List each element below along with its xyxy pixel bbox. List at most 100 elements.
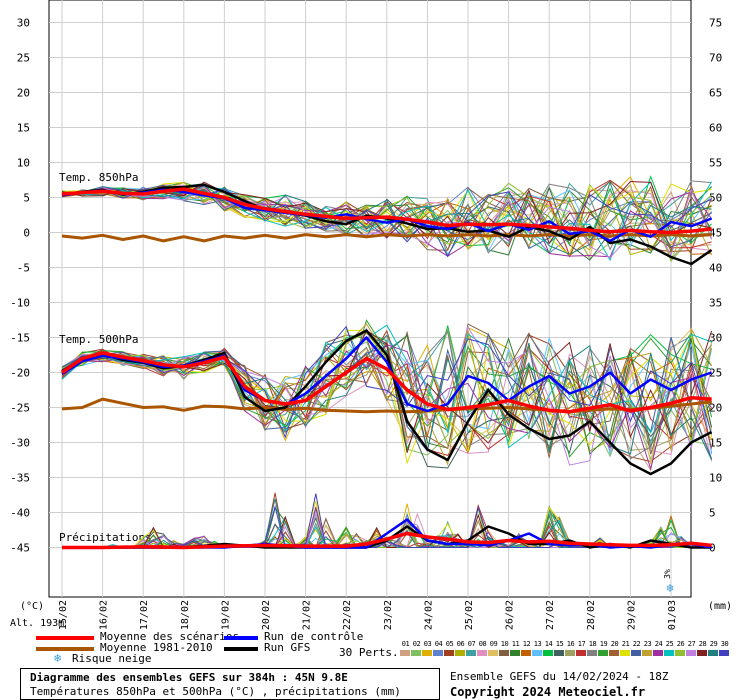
pert-line-t850 — [61, 181, 712, 256]
pert-line-t500 — [61, 333, 713, 452]
right-tick-label: 40 — [709, 262, 722, 275]
pert-number: 08 — [478, 640, 487, 648]
right-tick-label: 55 — [709, 157, 722, 170]
left-tick-label: 30 — [17, 17, 30, 30]
pert-swatch — [708, 650, 718, 656]
right-tick-label: 65 — [709, 87, 722, 100]
pert-number: 09 — [489, 640, 498, 648]
pert-swatch — [554, 650, 564, 656]
right-tick-label: 60 — [709, 122, 722, 135]
pert-line-t850 — [61, 186, 713, 259]
right-tick-label: 75 — [709, 17, 722, 30]
pert-swatch — [675, 650, 685, 656]
pert-number: 29 — [709, 640, 718, 648]
pert-line-t500 — [61, 325, 713, 439]
pert-number: 20 — [610, 640, 619, 648]
pert-line-t500 — [61, 326, 713, 442]
left-tick-label: 5 — [23, 192, 30, 205]
legend-swatch-control — [224, 636, 258, 640]
x-tick-label: 28/02 — [586, 600, 597, 630]
x-tick-label: 16/02 — [99, 600, 110, 630]
pert-number: 02 — [412, 640, 421, 648]
legend-swatch-mean — [36, 636, 94, 640]
right-tick-label: 20 — [709, 402, 722, 415]
x-tick-label: 23/02 — [383, 600, 394, 630]
left-tick-label: -5 — [17, 262, 30, 275]
x-tick-label: 19/02 — [220, 600, 231, 630]
t500-label: Temp. 500hPa — [59, 333, 138, 346]
pert-swatch — [433, 650, 443, 656]
pert-swatch — [422, 650, 432, 656]
pert-number: 11 — [511, 640, 520, 648]
pert-swatch — [576, 650, 586, 656]
x-tick-label: 25/02 — [464, 600, 475, 630]
series-t500-mean — [61, 351, 712, 414]
pert-swatch — [444, 650, 454, 656]
pert-number: 15 — [555, 640, 564, 648]
x-tick-label: 22/02 — [342, 600, 353, 630]
pert-swatch — [499, 650, 509, 656]
legend-label-control: Run de contrôle — [264, 630, 364, 643]
legend-swatch-gfs — [224, 647, 258, 651]
left-tick-label: -20 — [10, 367, 30, 380]
right-tick-label: 15 — [709, 437, 722, 450]
x-tick-label: 29/02 — [626, 600, 637, 630]
pert-swatch — [488, 650, 498, 656]
pert-line-t850 — [61, 180, 712, 246]
left-tick-label: -25 — [10, 402, 30, 415]
pert-number: 07 — [467, 640, 476, 648]
right-tick-label: 30 — [709, 332, 722, 345]
pert-number: 27 — [687, 640, 696, 648]
legend-perturbation-list: 01 02 03 04 05 06 07 08 09 10 11 12 13 14 15 16 17 18 19 20… — [400, 640, 732, 658]
pert-number: 01 — [401, 640, 410, 648]
left-tick-label: -10 — [10, 297, 30, 310]
pert-line-t500 — [61, 324, 712, 449]
pert-swatch — [598, 650, 608, 656]
x-tick-label: 15/02 — [58, 600, 69, 630]
pert-swatch — [411, 650, 421, 656]
right-tick-label: 45 — [709, 227, 722, 240]
left-tick-label: -35 — [10, 472, 30, 485]
pert-number: 03 — [423, 640, 432, 648]
pert-number: 18 — [588, 640, 597, 648]
x-tick-label: 27/02 — [545, 600, 556, 630]
pert-number: 26 — [676, 640, 685, 648]
right-tick-label: 0 — [709, 542, 716, 555]
x-tick-label: 17/02 — [139, 600, 150, 630]
pert-number: 10 — [500, 640, 509, 648]
legend-swatch-climate — [36, 647, 94, 651]
snowflake-icon: ❄ — [54, 651, 62, 665]
pert-swatch — [521, 650, 531, 656]
series-precip-mean — [62, 531, 712, 550]
pert-number: 23 — [643, 640, 652, 648]
pert-swatch — [719, 650, 729, 656]
pert-swatch — [587, 650, 597, 656]
t850-label: Temp. 850hPa — [59, 171, 138, 184]
series-t850-climate — [61, 233, 712, 243]
pert-number: 24 — [654, 640, 663, 648]
legend-label-gfs: Run GFS — [264, 641, 311, 654]
right-tick-label: 50 — [709, 192, 722, 205]
pert-swatch — [609, 650, 619, 656]
altitude-label: Alt. 193m — [10, 618, 64, 629]
pert-swatch — [620, 650, 630, 656]
pert-swatch — [642, 650, 652, 656]
series-t850-mean — [61, 187, 712, 235]
footer-subtitle: Températures 850hPa et 500hPa (°C) , pré… — [30, 685, 401, 698]
legend-label-climate: Moyenne 1981-2010 — [100, 641, 213, 654]
pert-swatch — [697, 650, 707, 656]
x-tick-label: 24/02 — [423, 600, 434, 630]
pert-number: 30 — [720, 640, 729, 648]
pert-number: 25 — [665, 640, 674, 648]
pert-number: 14 — [544, 640, 553, 648]
pert-swatch — [543, 650, 553, 656]
pert-swatch — [466, 650, 476, 656]
left-tick-label: 25 — [17, 52, 30, 65]
x-tick-label: 20/02 — [261, 600, 272, 630]
right-tick-label: 10 — [709, 472, 722, 485]
pert-number: 06 — [456, 640, 465, 648]
pert-number: 04 — [434, 640, 443, 648]
left-tick-label: -15 — [10, 332, 30, 345]
pert-line-t850 — [61, 185, 712, 258]
